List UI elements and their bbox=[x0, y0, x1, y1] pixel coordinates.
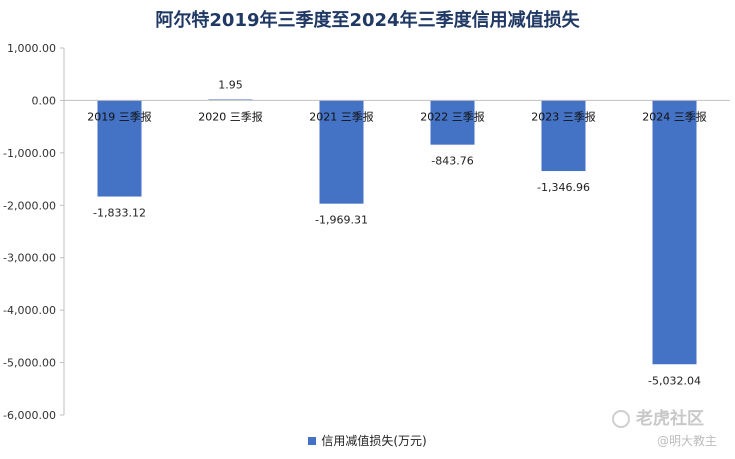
y-tick-label: 1,000.00 bbox=[7, 42, 56, 55]
x-tick-label: 2021 三季报 bbox=[309, 109, 374, 123]
y-tick-label: -4,000.00 bbox=[3, 304, 56, 317]
bar bbox=[97, 100, 142, 197]
watermark-brand: 老虎社区 bbox=[612, 404, 704, 429]
bar bbox=[319, 100, 364, 204]
watermark-brand-text: 老虎社区 bbox=[636, 409, 704, 429]
legend-label: 信用减值损失(万元) bbox=[321, 434, 427, 448]
y-tick-label: -1,000.00 bbox=[3, 147, 56, 160]
data-label: -1,969.31 bbox=[315, 214, 368, 227]
x-tick-label: 2022 三季报 bbox=[420, 109, 485, 123]
chart-title: 阿尔特2019年三季度至2024年三季度信用减值损失 bbox=[155, 10, 580, 31]
data-label: -1,833.12 bbox=[93, 207, 146, 220]
bar bbox=[430, 100, 475, 145]
y-tick-label: -3,000.00 bbox=[3, 252, 56, 265]
data-label: -843.76 bbox=[431, 155, 473, 168]
watermark-author: @明大教主 bbox=[657, 434, 718, 448]
data-label: -5,032.04 bbox=[648, 374, 701, 387]
x-tick-label: 2023 三季报 bbox=[531, 109, 596, 123]
x-tick-label: 2024 三季报 bbox=[642, 109, 707, 123]
legend: 信用减值损失(万元) bbox=[0, 432, 735, 449]
y-tick-label: 0.00 bbox=[32, 94, 57, 107]
bar bbox=[541, 100, 586, 172]
data-label: 1.95 bbox=[218, 78, 243, 91]
y-tick-label: -5,000.00 bbox=[3, 357, 56, 370]
x-tick-label: 2019 三季报 bbox=[87, 109, 152, 123]
legend-swatch bbox=[308, 437, 317, 445]
tiger-logo-icon bbox=[612, 410, 630, 428]
data-label: -1,346.96 bbox=[537, 181, 590, 194]
x-tick-label: 2020 三季报 bbox=[198, 109, 263, 123]
y-tick-label: -6,000.00 bbox=[3, 409, 56, 422]
y-tick-label: -2,000.00 bbox=[3, 199, 56, 212]
bar bbox=[652, 100, 697, 365]
